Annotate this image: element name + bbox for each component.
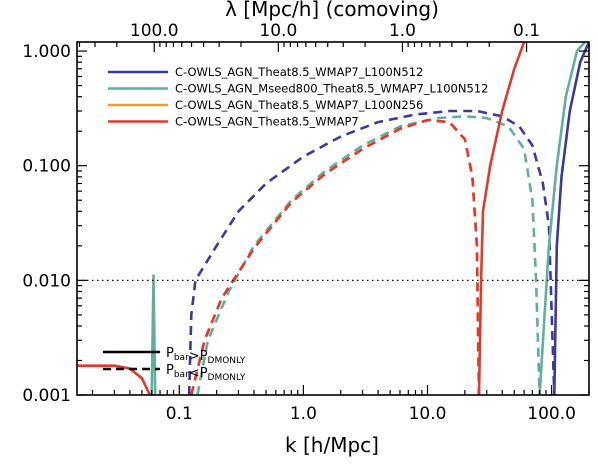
series-3-solid-line: [77, 364, 152, 395]
series-1-solid-line: [538, 42, 586, 395]
legend: C-OWLS_AGN_Theat8.5_WMAP7_L100N512 C-OWLS…: [108, 65, 488, 129]
series-1-solid-line: [150, 274, 157, 395]
series-0-solid-line: [553, 42, 589, 395]
top-tick-label: 1.0: [389, 21, 416, 41]
x-tick-label: 1.0: [290, 404, 317, 424]
legend-label: C-OWLS_AGN_Theat8.5_WMAP7_L100N512: [175, 65, 423, 79]
y-tick-label: 0.001: [22, 386, 71, 406]
legend-label: C-OWLS_AGN_Mseed800_Theat8.5_WMAP7_L100N…: [175, 82, 488, 96]
inequality-label-dashed: Pbar<PDMONLY: [166, 363, 246, 383]
legend-label: C-OWLS_AGN_Theat8.5_WMAP7_L100N256: [175, 98, 423, 112]
top-axis-label: λ [Mpc/h] (comoving): [225, 0, 439, 21]
x-tick-label: 100.0: [527, 404, 576, 424]
inequality-label-solid: Pbar>PDMONLY: [166, 346, 246, 366]
top-tick-label: 100.0: [130, 21, 179, 41]
plot-frame: [76, 41, 590, 396]
series-3-dashed-line: [190, 118, 481, 395]
y-tick-label: 0.010: [22, 271, 71, 291]
x-tick-label: 10.0: [409, 404, 447, 424]
y-tick-label: 0.100: [22, 157, 71, 177]
series-3-solid-line: [477, 42, 526, 395]
series-1-dashed-line: [196, 115, 541, 395]
top-tick-label: 0.1: [513, 21, 540, 41]
x-tick-label: 0.1: [166, 404, 193, 424]
legend-label: C-OWLS_AGN_Theat8.5_WMAP7: [175, 115, 359, 129]
y-tick-label: 1.000: [22, 42, 71, 62]
top-tick-label: 10.0: [259, 21, 297, 41]
series-0-dashed-line: [187, 109, 556, 395]
series-2-dashed-line: [190, 118, 481, 395]
axis-ticks: 0.1 1.0 10.0 100.0 0.001 0.010 0.100 1.000 100.0…: [22, 21, 590, 424]
x-axis-label: k [h/Mpc]: [285, 433, 379, 457]
